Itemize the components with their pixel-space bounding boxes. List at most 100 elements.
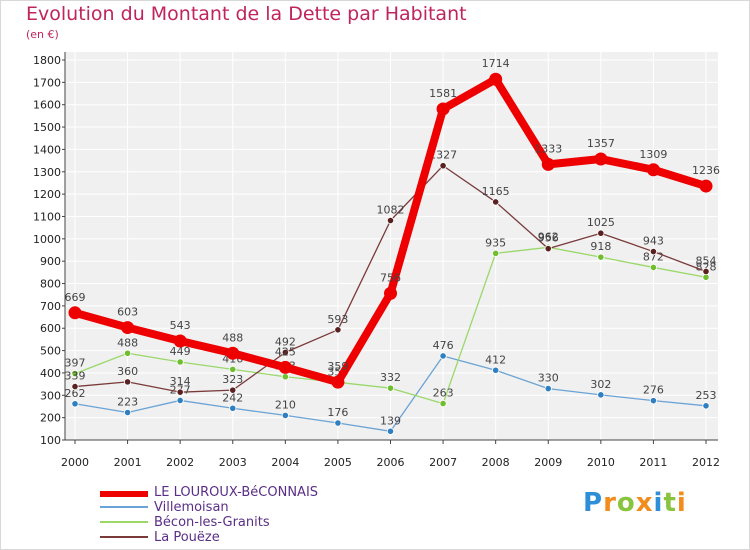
data-point <box>281 411 289 420</box>
legend: LE LOUROUX-BéCONNAIS Villemoisan Bécon-l… <box>100 485 420 545</box>
legend-item-villemoisan[interactable]: Villemoisan <box>100 500 420 515</box>
legend-label-la-poueze: La Pouëze <box>154 530 220 545</box>
y-tick-label: 500 <box>40 345 61 358</box>
legend-item-becon[interactable]: Bécon-les-Granits <box>100 515 420 530</box>
data-point <box>649 263 658 272</box>
data-point <box>334 419 342 427</box>
data-point <box>68 306 82 320</box>
data-label: 543 <box>170 319 191 332</box>
x-tick-label: 2005 <box>324 456 352 469</box>
x-tick-label: 2002 <box>166 456 194 469</box>
data-point <box>702 267 710 276</box>
y-tick-label: 200 <box>40 412 61 425</box>
data-point <box>439 352 447 360</box>
y-tick-label: 900 <box>40 255 61 268</box>
x-tick-label: 2009 <box>534 456 562 469</box>
data-point <box>492 249 500 257</box>
data-point <box>331 375 345 389</box>
y-tick-label: 1800 <box>33 54 61 67</box>
data-point <box>544 245 552 253</box>
x-tick-label: 2003 <box>219 456 247 469</box>
data-label: 1025 <box>587 216 615 229</box>
legend-label-villemoisan: Villemoisan <box>154 500 229 515</box>
data-label: 314 <box>170 375 191 388</box>
data-point <box>121 321 135 335</box>
x-tick-label: 2007 <box>429 456 457 469</box>
data-label: 360 <box>117 365 138 378</box>
data-point <box>71 382 79 391</box>
data-point <box>594 152 608 166</box>
data-label: 223 <box>117 396 138 409</box>
legend-label-becon: Bécon-les-Granits <box>154 515 270 530</box>
data-point <box>544 384 552 393</box>
y-tick-label: 1100 <box>33 210 61 223</box>
data-label: 1581 <box>429 87 457 100</box>
logo-letter: o <box>616 488 636 518</box>
y-tick-label: 1500 <box>33 121 61 134</box>
data-point <box>597 253 605 261</box>
x-tick-label: 2012 <box>692 456 720 469</box>
data-point <box>436 102 450 116</box>
data-label: 253 <box>696 389 717 402</box>
logo-letter: i <box>676 488 687 518</box>
data-label: 323 <box>222 373 243 386</box>
data-label: 1082 <box>377 203 405 216</box>
chart-title: Evolution du Montant de la Dette par Hab… <box>26 3 467 25</box>
legend-label-le-louroux: LE LOUROUX-BéCONNAIS <box>154 485 319 500</box>
y-tick-label: 1300 <box>33 166 61 179</box>
data-point <box>541 157 555 171</box>
x-tick-label: 2008 <box>482 456 510 469</box>
x-tick-label: 2010 <box>587 456 615 469</box>
data-point <box>71 370 79 378</box>
data-point <box>278 360 292 374</box>
x-tick-label: 2006 <box>377 456 405 469</box>
data-label: 1165 <box>482 185 510 198</box>
y-tick-label: 600 <box>40 322 61 335</box>
data-point <box>176 388 184 396</box>
data-point <box>649 247 658 256</box>
data-point <box>597 391 605 399</box>
legend-swatch-la-poueze <box>100 536 148 538</box>
legend-swatch-becon <box>100 521 148 523</box>
y-tick-label: 800 <box>40 278 61 291</box>
data-label: 669 <box>65 291 86 304</box>
data-point <box>597 229 605 237</box>
data-point <box>384 286 397 300</box>
data-label: 330 <box>538 372 559 385</box>
data-point <box>334 326 342 334</box>
data-label: 1357 <box>587 137 615 150</box>
logo-letter: i <box>653 488 664 518</box>
logo-letter: x <box>635 488 654 518</box>
data-point <box>229 386 237 394</box>
data-point <box>281 373 289 381</box>
proxiti-logo: Proxiti <box>583 488 687 518</box>
y-tick-label: 700 <box>40 300 61 313</box>
legend-item-le-louroux[interactable]: LE LOUROUX-BéCONNAIS <box>100 485 420 500</box>
data-label: 918 <box>590 240 611 253</box>
data-label: 1236 <box>692 164 720 177</box>
data-point <box>492 366 500 374</box>
data-label: 935 <box>485 236 506 249</box>
data-label: 210 <box>275 398 296 411</box>
y-tick-label: 1600 <box>33 99 61 112</box>
data-label: 263 <box>433 387 454 400</box>
data-point <box>386 216 395 225</box>
data-label: 1714 <box>482 57 510 70</box>
data-label: 1327 <box>429 149 457 162</box>
data-label: 756 <box>380 271 401 284</box>
data-point <box>229 404 237 412</box>
logo-letter: P <box>583 488 604 518</box>
data-point <box>386 384 395 392</box>
x-tick-label: 2001 <box>114 456 142 469</box>
data-label: 302 <box>590 378 611 391</box>
data-label: 449 <box>170 345 191 358</box>
data-label: 332 <box>380 371 401 384</box>
legend-item-la-poueze[interactable]: La Pouëze <box>100 530 420 545</box>
legend-swatch-villemoisan <box>100 506 148 508</box>
data-point <box>123 349 132 357</box>
data-point <box>702 402 710 410</box>
x-tick-label: 2011 <box>639 456 667 469</box>
data-label: 492 <box>275 335 296 348</box>
data-label: 339 <box>65 370 86 383</box>
data-point <box>71 400 79 408</box>
